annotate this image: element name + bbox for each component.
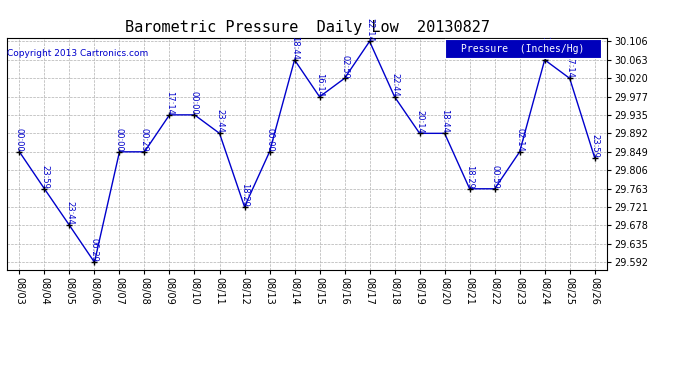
Text: 20:14: 20:14 [415,110,424,134]
Text: 06:29: 06:29 [90,238,99,262]
Text: 02:14: 02:14 [515,128,524,152]
Text: 00:59: 00:59 [490,165,499,189]
Title: Barometric Pressure  Daily Low  20130827: Barometric Pressure Daily Low 20130827 [125,20,489,35]
Text: 18:44: 18:44 [440,110,449,134]
Text: 23:44: 23:44 [215,110,224,134]
Text: 00:00: 00:00 [265,128,274,152]
Text: 18:29: 18:29 [465,165,474,189]
Text: 17:14: 17:14 [565,54,574,78]
Text: 22:44: 22:44 [390,73,399,97]
Text: 00:00: 00:00 [190,91,199,115]
Text: 22:14: 22:14 [365,18,374,41]
Text: 18:00: 18:00 [540,36,549,60]
Text: Copyright 2013 Cartronics.com: Copyright 2013 Cartronics.com [7,49,148,58]
Text: 23:44: 23:44 [65,201,74,225]
Text: 00:00: 00:00 [115,128,124,152]
Text: 17:14: 17:14 [165,91,174,115]
Text: 18:29: 18:29 [240,183,249,207]
Text: 23:59: 23:59 [40,165,49,189]
Text: 16:14: 16:14 [315,73,324,97]
Text: 23:59: 23:59 [590,134,599,158]
Text: 00:00: 00:00 [15,128,24,152]
Text: 00:29: 00:29 [140,128,149,152]
Text: 18:44: 18:44 [290,36,299,60]
Text: 02:59: 02:59 [340,55,349,78]
